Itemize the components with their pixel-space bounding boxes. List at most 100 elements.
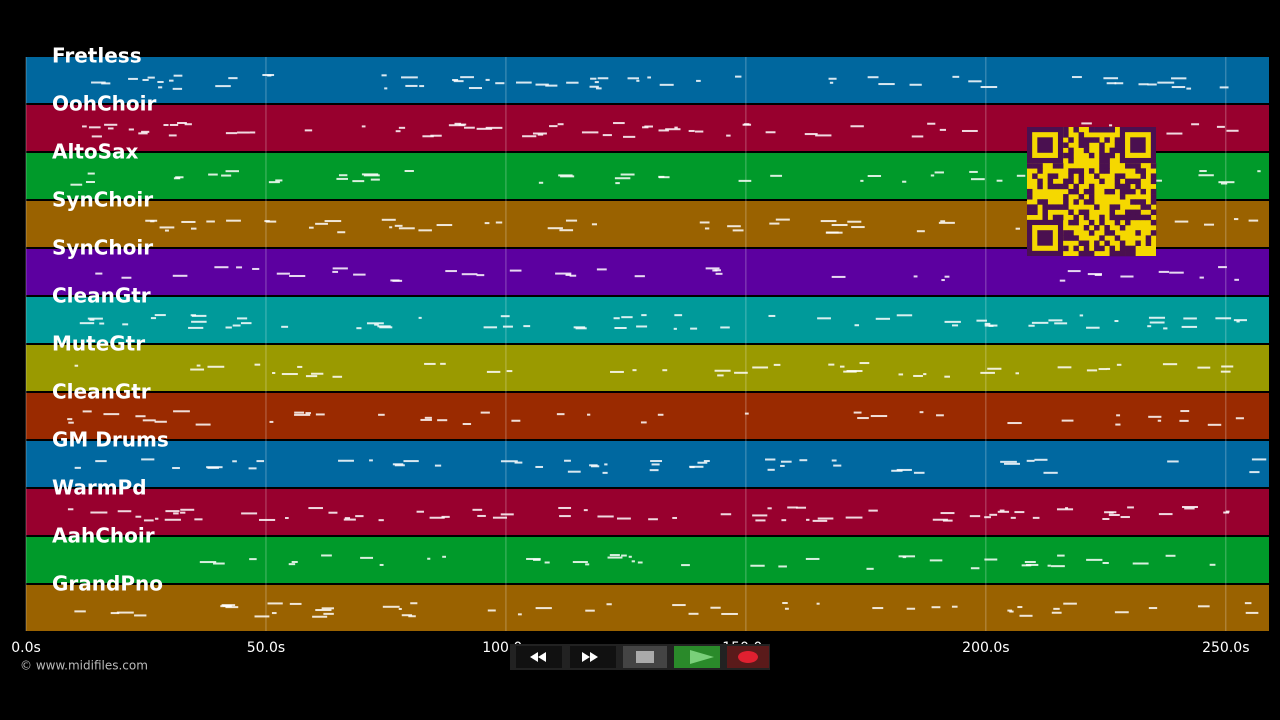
note bbox=[207, 466, 219, 469]
note bbox=[154, 517, 159, 520]
note bbox=[343, 518, 356, 521]
note bbox=[291, 560, 298, 563]
note bbox=[559, 229, 574, 232]
note bbox=[74, 466, 81, 469]
note bbox=[378, 519, 384, 522]
note bbox=[1057, 554, 1065, 557]
note bbox=[831, 275, 846, 278]
note bbox=[984, 322, 991, 325]
qr-cell bbox=[1104, 137, 1110, 143]
note bbox=[782, 602, 788, 605]
qr-cell bbox=[1125, 209, 1131, 216]
qr-cell bbox=[1114, 204, 1121, 210]
qr-cell bbox=[1078, 132, 1085, 138]
note bbox=[854, 324, 860, 327]
note bbox=[429, 516, 445, 519]
qr-cell bbox=[1135, 209, 1141, 216]
note bbox=[141, 130, 150, 133]
note bbox=[585, 609, 595, 612]
note bbox=[142, 419, 156, 422]
qr-cell bbox=[1150, 178, 1157, 185]
note bbox=[968, 80, 982, 83]
note bbox=[804, 133, 818, 136]
note bbox=[930, 174, 935, 177]
qr-cell bbox=[1119, 194, 1126, 200]
note bbox=[321, 607, 335, 610]
note bbox=[1199, 276, 1204, 279]
qr-cell bbox=[1150, 199, 1157, 205]
note bbox=[394, 224, 403, 227]
note bbox=[495, 221, 503, 224]
note bbox=[649, 469, 659, 472]
note bbox=[658, 129, 669, 132]
note bbox=[500, 315, 510, 318]
note bbox=[944, 275, 950, 278]
note bbox=[82, 410, 92, 413]
rewind-button[interactable] bbox=[516, 646, 562, 668]
note bbox=[356, 327, 362, 330]
note bbox=[1169, 271, 1184, 274]
note bbox=[665, 128, 681, 131]
note bbox=[816, 602, 820, 605]
qr-cell bbox=[1083, 188, 1090, 195]
qr-cell bbox=[1032, 209, 1038, 216]
qr-cell bbox=[1145, 240, 1152, 246]
qr-cell bbox=[1119, 225, 1126, 231]
qr-cell bbox=[1099, 152, 1105, 159]
qr-cell bbox=[1104, 225, 1110, 231]
note bbox=[694, 130, 704, 133]
note bbox=[1071, 76, 1082, 79]
qr-cell bbox=[1125, 245, 1131, 252]
note bbox=[1015, 227, 1020, 230]
stop-button[interactable] bbox=[623, 646, 667, 668]
note bbox=[1115, 423, 1121, 426]
note bbox=[436, 224, 453, 227]
note bbox=[717, 374, 724, 377]
note bbox=[1053, 607, 1060, 610]
note bbox=[381, 218, 396, 221]
note bbox=[738, 179, 752, 182]
note bbox=[486, 370, 501, 373]
qr-cell bbox=[1135, 199, 1141, 205]
qr-cell bbox=[1140, 168, 1146, 174]
note bbox=[1149, 321, 1165, 324]
note bbox=[1106, 82, 1117, 85]
qr-cell bbox=[1078, 178, 1085, 185]
note bbox=[621, 554, 627, 557]
qr-cell bbox=[1052, 163, 1059, 169]
qr-cell bbox=[1088, 188, 1095, 195]
note bbox=[269, 420, 274, 423]
note bbox=[898, 555, 916, 558]
note bbox=[361, 125, 366, 128]
note bbox=[951, 324, 959, 327]
note bbox=[190, 368, 205, 371]
note bbox=[913, 374, 923, 377]
qr-cell bbox=[1109, 204, 1116, 210]
note bbox=[232, 324, 241, 327]
note bbox=[184, 123, 192, 126]
note bbox=[500, 513, 514, 516]
note bbox=[616, 517, 631, 520]
qr-cell bbox=[1083, 142, 1090, 148]
record-button[interactable] bbox=[727, 646, 769, 668]
qr-cell bbox=[1099, 163, 1105, 169]
note bbox=[1138, 83, 1149, 86]
qr-cell bbox=[1094, 127, 1100, 133]
qr-finder-core bbox=[1037, 230, 1053, 246]
note bbox=[674, 314, 683, 317]
note bbox=[128, 128, 134, 131]
note bbox=[572, 561, 588, 564]
note bbox=[404, 170, 414, 173]
play-button[interactable] bbox=[674, 646, 720, 668]
note bbox=[477, 514, 486, 517]
note bbox=[817, 317, 831, 320]
track-row bbox=[26, 585, 1269, 631]
note bbox=[95, 272, 103, 275]
note bbox=[673, 327, 677, 330]
forward-button[interactable] bbox=[570, 646, 616, 668]
time-tick-label: 250.0s bbox=[1202, 640, 1249, 656]
note bbox=[988, 324, 994, 327]
qr-cell bbox=[1037, 178, 1043, 185]
qr-cell bbox=[1140, 214, 1146, 221]
qr-cell bbox=[1088, 250, 1095, 257]
